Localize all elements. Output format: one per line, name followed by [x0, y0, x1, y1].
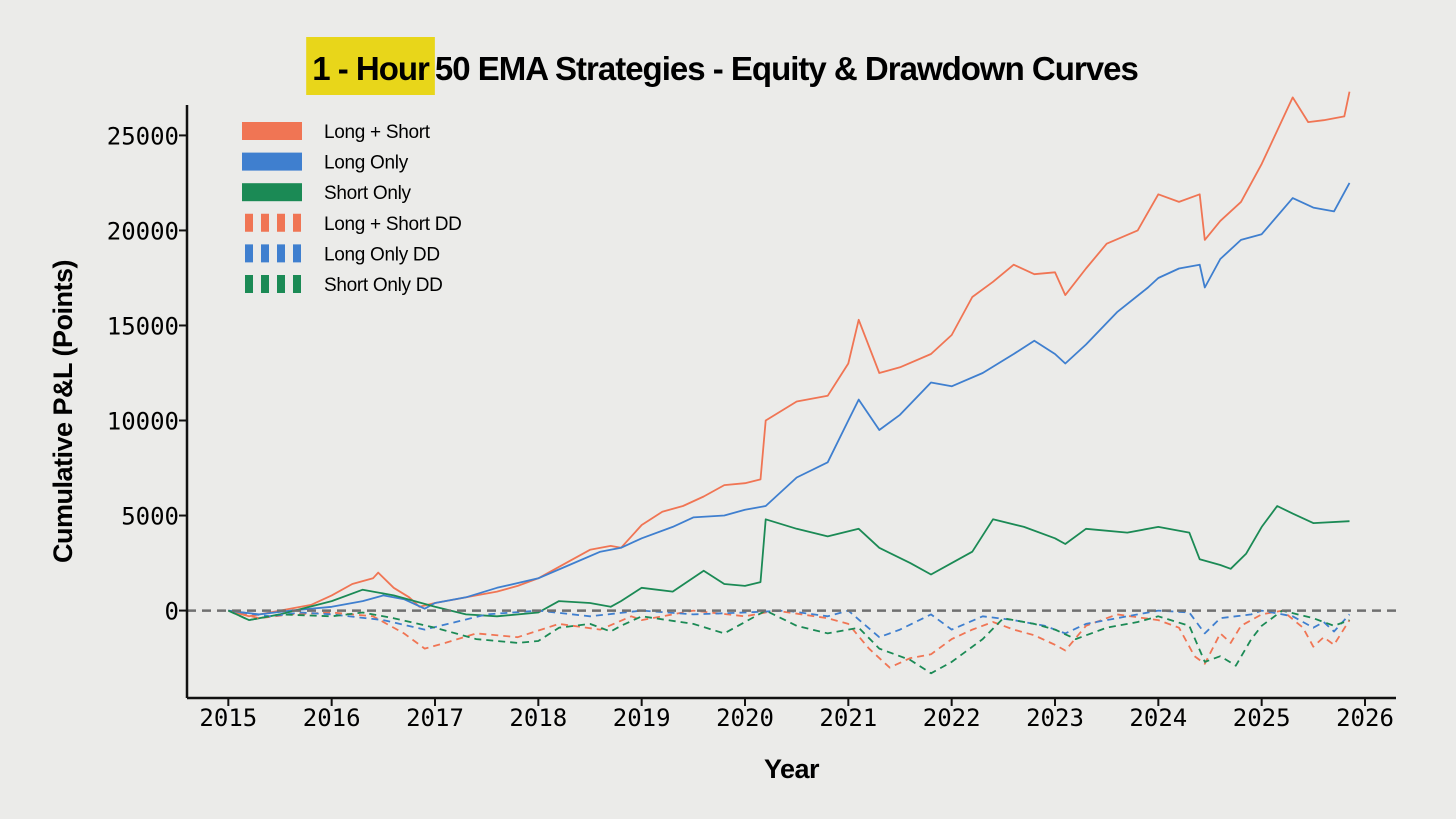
legend-swatch [242, 152, 302, 171]
y-tick-label: 0 [165, 598, 179, 626]
legend-label: Long Only [324, 153, 409, 174]
chart-title-highlight: 1 - Hour [312, 50, 430, 87]
series-line-long-plus-short-dd [228, 609, 1351, 669]
x-tick-label: 2023 [1026, 704, 1084, 732]
x-tick-label: 2026 [1336, 704, 1394, 732]
legend-label: Long + Short [324, 122, 431, 143]
legend-label: Short Only [324, 183, 412, 204]
y-tick-label: 25000 [107, 122, 179, 150]
legend: Long + Short Long Only Short Only Long + Sh… [242, 122, 462, 296]
x-tick-label: 2024 [1129, 704, 1187, 732]
y-tick-label: 5000 [121, 503, 179, 531]
x-tick-label: 2022 [923, 704, 981, 732]
x-tick-label: 2015 [199, 704, 257, 732]
y-tick-label: 20000 [107, 217, 179, 245]
legend-swatch [242, 183, 302, 202]
legend-item-long-plus-short-dd: Long + Short DD [245, 213, 462, 235]
legend-item-long-only: Long Only [242, 152, 409, 174]
x-tick-label: 2021 [819, 704, 877, 732]
series-line-long-only-dd [228, 609, 1351, 639]
series-line-long-only [228, 182, 1351, 616]
title-highlight-box [306, 37, 435, 95]
x-axis-label: Year [764, 754, 820, 784]
legend-item-long-only-dd: Long Only DD [245, 244, 440, 265]
x-tick-label: 2019 [613, 704, 671, 732]
legend-swatch [242, 122, 302, 140]
series-line-long-plus-short [228, 91, 1351, 618]
chart-title: 50 EMA Strategies - Equity & Drawdown Cu… [435, 50, 1138, 87]
legend-item-short-only: Short Only [242, 183, 412, 204]
series-line-short-only [227, 505, 1350, 621]
x-tick-label: 2018 [509, 704, 567, 732]
x-tick-label: 2017 [406, 704, 464, 732]
legend-item-long-plus-short: Long + Short [242, 122, 431, 143]
legend-label: Long Only DD [324, 244, 440, 265]
legend-label: Long + Short DD [324, 214, 462, 235]
y-axis-label: Cumulative P&L (Points) [48, 260, 78, 563]
y-tick-label: 15000 [107, 312, 179, 340]
legend-label: Short Only DD [324, 275, 443, 296]
x-tick-label: 2016 [303, 704, 361, 732]
x-tick-label: 2020 [716, 704, 774, 732]
series-line-short-only-dd [227, 609, 1350, 675]
x-tick-label: 2025 [1233, 704, 1291, 732]
legend-item-short-only-dd: Short Only DD [245, 275, 443, 296]
y-tick-label: 10000 [107, 408, 179, 436]
